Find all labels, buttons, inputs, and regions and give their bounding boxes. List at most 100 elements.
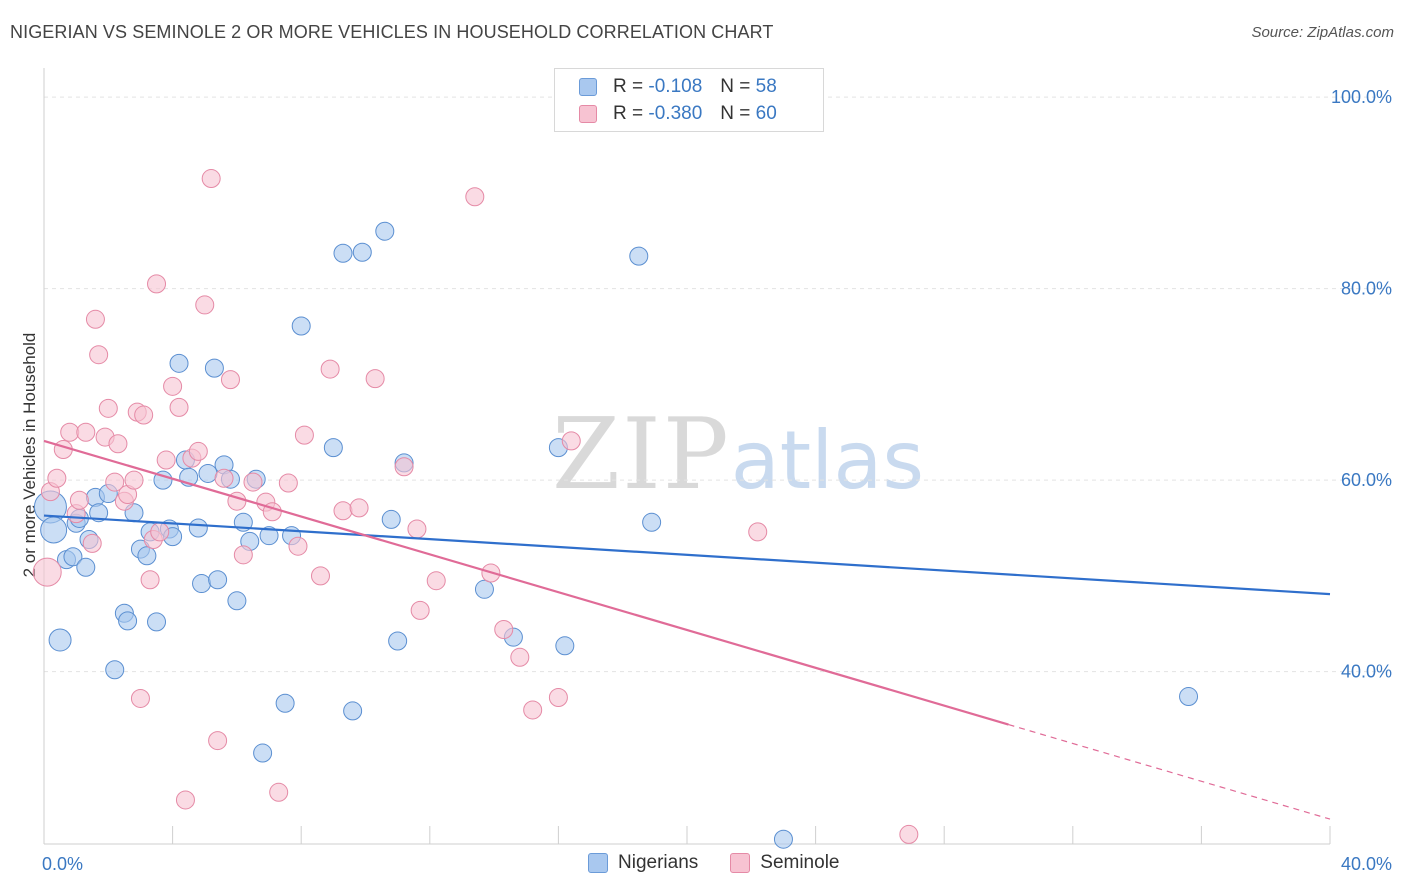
data-point-seminole [108, 434, 128, 454]
data-point-seminole [233, 545, 253, 565]
data-point-seminole [333, 501, 353, 521]
legend-n-label: N = [720, 76, 751, 97]
data-point-nigerians [642, 512, 662, 532]
data-point-seminole [899, 824, 919, 844]
chart-title: NIGERIAN VS SEMINOLE 2 OR MORE VEHICLES … [10, 22, 774, 42]
trend-extension-seminole [1008, 723, 1331, 820]
data-point-seminole [188, 441, 208, 461]
data-point-nigerians [198, 463, 218, 483]
data-point-nigerians [323, 438, 343, 458]
series-swatch-seminole [730, 853, 751, 873]
data-point-seminole [365, 369, 385, 389]
series-name-seminole: Seminole [760, 852, 840, 873]
data-point-seminole [243, 472, 263, 492]
data-point-seminole [124, 470, 144, 490]
data-point-seminole [201, 169, 221, 189]
data-point-seminole [60, 422, 80, 442]
data-point-seminole [288, 536, 308, 556]
data-point-seminole [156, 450, 176, 470]
data-point-seminole [195, 295, 215, 315]
data-point-seminole [82, 533, 102, 553]
data-point-nigerians [343, 701, 363, 721]
trend-line-nigerians [43, 514, 1331, 596]
y-tick-label: 60.0% [1341, 470, 1392, 490]
data-point-seminole [32, 557, 62, 587]
series-legend-nigerians[interactable]: Nigerians [588, 852, 698, 874]
legend-n-value: 58 [755, 76, 777, 97]
data-point-nigerians [48, 628, 72, 652]
legend-row-seminole: R = -0.380 N = 60 [579, 101, 777, 127]
data-point-seminole [105, 472, 125, 492]
data-point-nigerians [118, 611, 138, 631]
data-point-nigerians [1179, 687, 1199, 707]
watermark-atlas: atlas [730, 414, 925, 507]
watermark: ZIPatlas [552, 398, 924, 512]
legend-n-label: N = [720, 103, 751, 124]
data-point-seminole [85, 309, 105, 329]
data-point-seminole [310, 566, 330, 586]
watermark-zip: ZIP [552, 398, 731, 512]
data-point-seminole [320, 359, 340, 379]
data-point-seminole [523, 700, 543, 720]
y-tick-label: 80.0% [1341, 279, 1392, 299]
series-legend: Nigerians Seminole [588, 852, 871, 874]
data-point-nigerians [381, 509, 401, 529]
data-point-nigerians [76, 557, 96, 577]
data-point-nigerians [555, 636, 575, 656]
data-point-nigerians [40, 516, 68, 544]
data-point-nigerians [147, 612, 167, 632]
data-point-nigerians [63, 547, 83, 567]
legend-r-value: -0.108 [648, 76, 703, 97]
data-point-seminole [150, 522, 170, 542]
data-point-seminole [214, 468, 234, 488]
data-point-nigerians [208, 570, 228, 590]
data-point-nigerians [192, 574, 212, 594]
data-point-seminole [426, 571, 446, 591]
data-point-seminole [278, 473, 298, 493]
legend-swatch-seminole [579, 105, 597, 123]
data-point-nigerians [375, 221, 395, 241]
legend-swatch-nigerians [579, 78, 597, 96]
source-label: Source: ZipAtlas.com [1251, 24, 1394, 41]
data-point-nigerians [259, 526, 279, 546]
data-point-nigerians [204, 358, 224, 378]
data-point-seminole [294, 425, 314, 445]
data-point-seminole [130, 688, 150, 708]
data-point-seminole [494, 620, 514, 640]
data-point-seminole [163, 376, 183, 396]
data-point-seminole [548, 688, 568, 708]
data-point-nigerians [188, 518, 208, 538]
data-point-nigerians [474, 579, 494, 599]
trend-line-seminole [43, 439, 1009, 726]
legend-n-value: 60 [755, 103, 777, 124]
data-point-seminole [98, 398, 118, 418]
data-point-seminole [269, 782, 289, 802]
series-swatch-nigerians [588, 853, 608, 873]
data-point-nigerians [137, 546, 157, 566]
data-point-nigerians [89, 503, 109, 523]
data-point-seminole [748, 522, 768, 542]
data-point-nigerians [629, 246, 649, 266]
data-point-seminole [47, 468, 67, 488]
stats-legend: R = -0.108 N = 58 R = -0.380 N = 60 [554, 68, 824, 132]
data-point-seminole [407, 519, 427, 539]
data-point-seminole [510, 647, 530, 667]
data-point-seminole [134, 405, 154, 425]
data-point-nigerians [352, 242, 372, 262]
data-point-seminole [175, 790, 195, 810]
data-point-nigerians [253, 743, 273, 763]
data-point-seminole [220, 370, 240, 390]
data-point-nigerians [388, 631, 408, 651]
legend-row-nigerians: R = -0.108 N = 58 [579, 74, 777, 100]
data-point-seminole [140, 570, 160, 590]
data-point-nigerians [773, 829, 793, 849]
data-point-seminole [349, 498, 369, 518]
data-point-nigerians [169, 353, 189, 373]
data-point-seminole [410, 600, 430, 620]
data-point-seminole [69, 490, 89, 510]
legend-r-value: -0.380 [648, 103, 703, 124]
series-legend-seminole[interactable]: Seminole [730, 852, 839, 874]
series-name-nigerians: Nigerians [618, 852, 699, 873]
data-point-seminole [169, 397, 189, 417]
